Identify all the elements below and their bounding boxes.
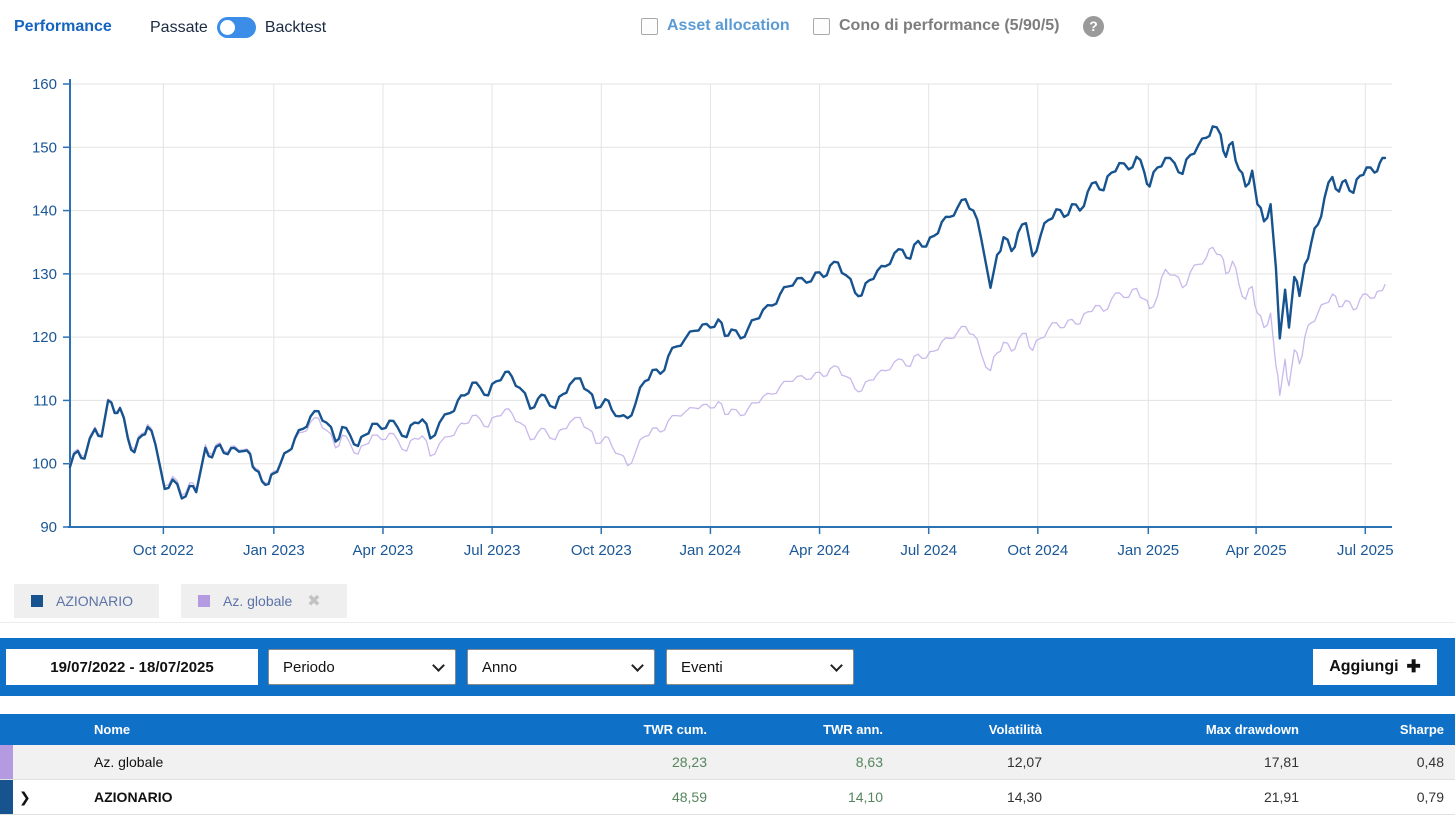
help-icon[interactable]: ? — [1083, 16, 1104, 37]
chevron-down-icon — [432, 658, 445, 672]
x-tick-label: Oct 2022 — [133, 542, 194, 559]
column-header-sharpe[interactable]: Sharpe — [1399, 722, 1444, 737]
asset-allocation-label[interactable]: Asset allocation — [667, 17, 790, 34]
x-tick-label: Jul 2023 — [464, 542, 521, 559]
anno-select[interactable]: Anno — [467, 649, 655, 685]
y-tick-label: 100 — [32, 456, 57, 473]
max-drawdown-value: 17,81 — [1263, 754, 1299, 770]
y-tick-label: 90 — [40, 519, 57, 536]
periodo-select[interactable]: Periodo — [268, 649, 456, 685]
row-color-bar — [0, 745, 13, 779]
chart-legend: AZIONARIO Az. globale ✖ — [14, 584, 347, 618]
close-icon[interactable]: ✖ — [307, 593, 321, 610]
asset-allocation-option: Asset allocation — [641, 17, 790, 35]
legend-swatch-az-globale — [198, 595, 211, 607]
toggle-label-passate[interactable]: Passate — [150, 18, 208, 36]
sharpe-value: 0,48 — [1416, 754, 1444, 770]
column-header-max-drawdown[interactable]: Max drawdown — [1205, 722, 1299, 737]
eventi-select[interactable]: Eventi — [666, 649, 854, 685]
add-button-label: Aggiungi — [1329, 658, 1399, 675]
column-header-volatilita[interactable]: Volatilità — [988, 722, 1042, 737]
series-az-globale — [69, 246, 1386, 497]
y-tick-label: 150 — [32, 139, 57, 156]
x-tick-label: Apr 2023 — [353, 542, 414, 559]
legend-swatch-azionario — [31, 595, 43, 607]
page-title: Performance — [14, 18, 112, 35]
sharpe-value: 0,79 — [1416, 789, 1444, 805]
x-tick-label: Oct 2023 — [571, 542, 632, 559]
chevron-down-icon — [830, 658, 843, 672]
plus-icon: ✚ — [1406, 657, 1421, 676]
twr-ann-value: 14,10 — [847, 789, 883, 805]
toggle-knob — [219, 20, 235, 35]
table-row-az-globale[interactable]: Az. globale 28,23 8,63 12,07 17,81 0,48 — [0, 745, 1455, 780]
table-row-azionario[interactable]: ❯ AZIONARIO 48,59 14,10 14,30 21,91 0,79 — [0, 780, 1455, 815]
x-tick-label: Jan 2024 — [680, 542, 742, 559]
expand-chevron-icon[interactable]: ❯ — [19, 788, 31, 805]
top-bar: Performance Passate Backtest Asset alloc… — [0, 0, 1455, 55]
periodo-select-value: Periodo — [283, 658, 335, 676]
table-header-row: Nome TWR cum. TWR ann. Volatilità Max dr… — [0, 714, 1455, 745]
volatility-value: 12,07 — [1006, 754, 1042, 770]
asset-allocation-checkbox[interactable] — [641, 17, 658, 35]
eventi-select-value: Eventi — [681, 658, 723, 676]
column-header-nome[interactable]: Nome — [94, 722, 131, 737]
performance-cone-option: Cono di performance (5/90/5) — [813, 17, 1060, 35]
series-azionario — [68, 125, 1387, 500]
date-range-input[interactable] — [6, 649, 258, 685]
legend-label-azionario: AZIONARIO — [56, 593, 134, 609]
x-tick-label: Apr 2025 — [1226, 542, 1287, 559]
y-tick-label: 120 — [32, 329, 57, 346]
row-color-bar — [0, 780, 13, 814]
performance-cone-checkbox[interactable] — [813, 17, 830, 35]
volatility-value: 14,30 — [1006, 789, 1042, 805]
chart-area: 90 100 110 120 130 140 150 160 Oct 2022 Jan 2023 A… — [0, 55, 1455, 570]
section-divider — [0, 622, 1455, 623]
twr-ann-value: 8,63 — [855, 754, 883, 770]
x-tick-label: Apr 2024 — [789, 542, 850, 559]
performance-table: Nome TWR cum. TWR ann. Volatilità Max dr… — [0, 714, 1455, 815]
y-tick-label: 160 — [32, 76, 57, 93]
passate-backtest-toggle-group: Passate Backtest — [150, 17, 326, 38]
chevron-down-icon — [631, 658, 644, 672]
column-header-twr-ann[interactable]: TWR ann. — [823, 722, 883, 737]
y-tick-label: 140 — [32, 203, 57, 220]
x-tick-label: Oct 2024 — [1007, 542, 1068, 559]
x-tick-label: Jan 2025 — [1117, 542, 1179, 559]
y-tick-label: 130 — [32, 266, 57, 283]
row-name: AZIONARIO — [94, 789, 173, 805]
legend-item-azionario[interactable]: AZIONARIO — [14, 584, 160, 618]
x-tick-label: Jul 2024 — [900, 542, 957, 559]
twr-cum-value: 28,23 — [671, 754, 707, 770]
x-tick-label: Jul 2025 — [1337, 542, 1394, 559]
y-tick-label: 110 — [33, 392, 57, 409]
row-name: Az. globale — [94, 754, 164, 770]
passate-backtest-toggle[interactable] — [216, 17, 256, 38]
column-header-twr-cum[interactable]: TWR cum. — [643, 722, 707, 737]
filter-toolbar: Periodo Anno Eventi Aggiungi ✚ — [0, 638, 1455, 696]
legend-label-az-globale: Az. globale — [223, 593, 293, 609]
max-drawdown-value: 21,91 — [1263, 789, 1299, 805]
anno-select-value: Anno — [482, 658, 518, 676]
performance-chart[interactable]: 90 100 110 120 130 140 150 160 Oct 2022 Jan 2023 A… — [0, 55, 1455, 570]
toggle-label-backtest[interactable]: Backtest — [264, 18, 327, 36]
add-button[interactable]: Aggiungi ✚ — [1313, 649, 1437, 685]
performance-cone-label[interactable]: Cono di performance (5/90/5) — [839, 17, 1060, 34]
twr-cum-value: 48,59 — [671, 789, 707, 805]
x-tick-label: Jan 2023 — [243, 542, 305, 559]
legend-item-az-globale[interactable]: Az. globale ✖ — [181, 584, 347, 618]
